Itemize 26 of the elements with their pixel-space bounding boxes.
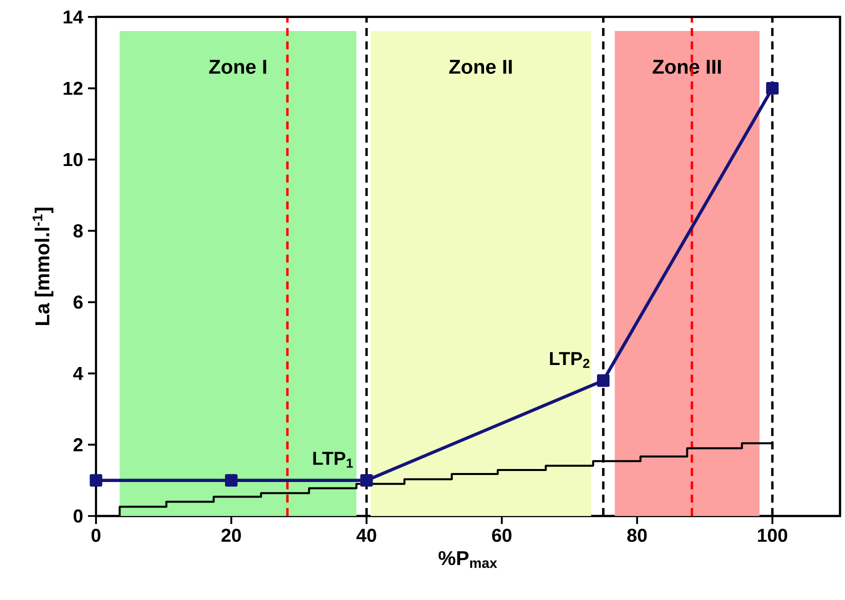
point [360,474,373,487]
x-tick-label: 100 [758,528,788,542]
x-tick-label: 80 [627,528,647,542]
y-tick-label: 0 [74,509,83,523]
point [597,374,610,387]
x-tick-label: 20 [222,528,241,542]
y-tick-label: 2 [74,438,83,452]
y-tick-label: 6 [74,296,83,309]
y-axis-title: La [mmol.l$^{-1}$] [32,208,54,326]
band-label: Zone II [449,60,512,74]
point [225,474,238,487]
x-tick-label: 40 [356,528,376,542]
point [766,82,779,95]
y-tick-label: 10 [64,152,83,166]
x-tick-label: 0 [92,528,100,542]
y-tick-label: 8 [73,224,83,238]
x-axis-title: %P$_{max}$ [438,551,498,568]
annotation: LTP$_{1}$ [313,452,353,468]
band-label: Zone I [209,60,266,74]
x-tick-label: 60 [492,528,512,542]
annotation: LTP$_{2}$ [550,352,590,368]
y-tick-label: 4 [73,367,84,380]
y-tick-label: 14 [64,10,84,24]
point [90,474,102,487]
y-tick-label: 12 [64,82,83,95]
band-label: Zone III [652,60,721,74]
